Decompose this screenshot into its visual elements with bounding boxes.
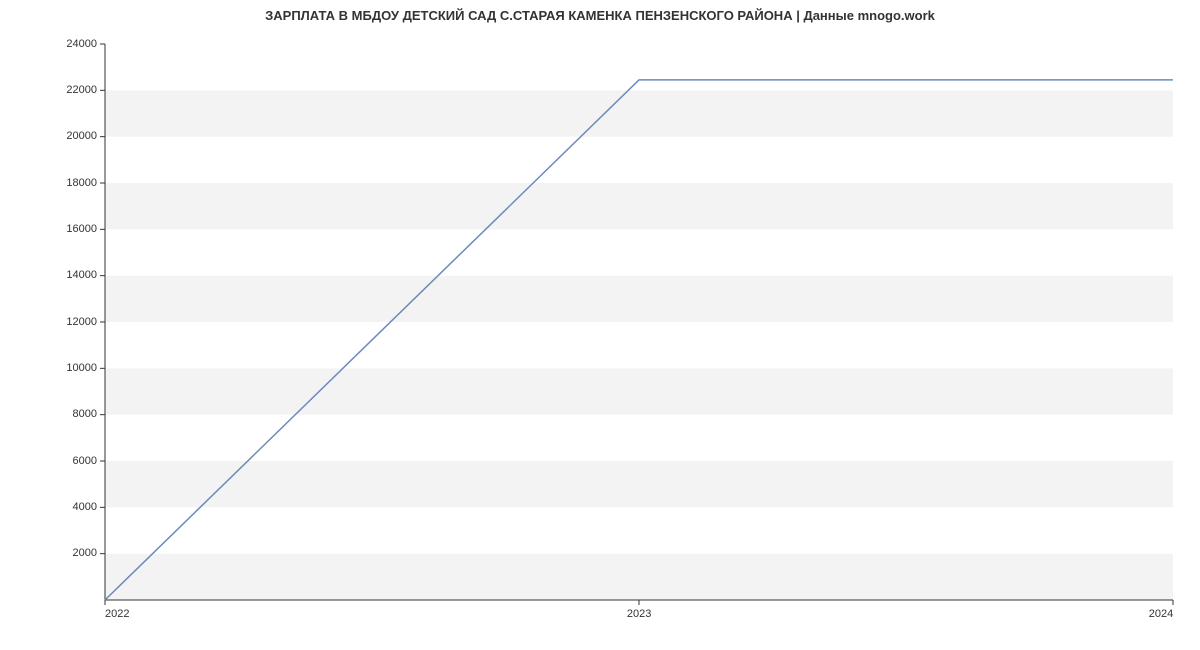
y-tick-label: 2000 <box>73 547 97 559</box>
y-tick-label: 16000 <box>66 223 97 235</box>
chart-container: ЗАРПЛАТА В МБДОУ ДЕТСКИЙ САД С.СТАРАЯ КА… <box>0 0 1200 650</box>
y-tick-label: 14000 <box>66 269 97 281</box>
y-tick-label: 20000 <box>66 130 97 142</box>
y-tick-label: 24000 <box>66 38 97 50</box>
plot-svg <box>0 0 1200 650</box>
y-tick-label: 8000 <box>73 408 97 420</box>
y-tick-label: 6000 <box>73 455 97 467</box>
y-tick-label: 18000 <box>66 177 97 189</box>
x-tick-label: 2024 <box>1149 608 1173 620</box>
y-tick-label: 4000 <box>73 501 97 513</box>
y-tick-label: 10000 <box>66 362 97 374</box>
x-tick-label: 2023 <box>627 608 651 620</box>
y-tick-label: 22000 <box>66 84 97 96</box>
x-tick-label: 2022 <box>105 608 129 620</box>
y-tick-label: 12000 <box>66 316 97 328</box>
